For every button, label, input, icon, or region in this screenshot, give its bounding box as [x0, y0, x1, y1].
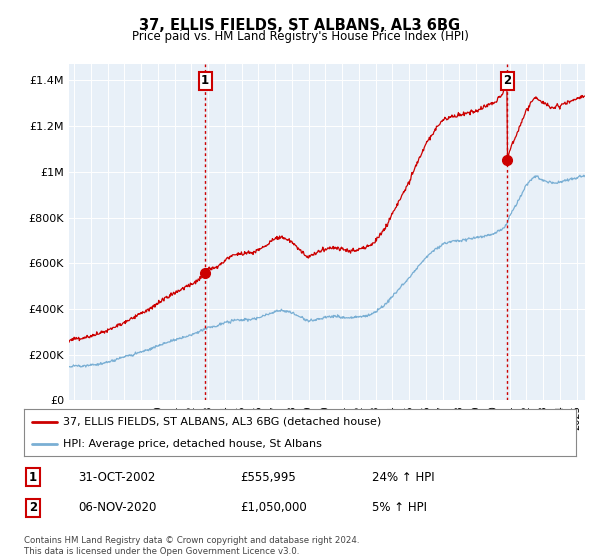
Text: 2: 2	[503, 74, 511, 87]
Text: 31-OCT-2002: 31-OCT-2002	[78, 470, 155, 484]
Text: £555,995: £555,995	[240, 470, 296, 484]
Text: Price paid vs. HM Land Registry's House Price Index (HPI): Price paid vs. HM Land Registry's House …	[131, 30, 469, 43]
Text: 1: 1	[201, 74, 209, 87]
Text: 37, ELLIS FIELDS, ST ALBANS, AL3 6BG (detached house): 37, ELLIS FIELDS, ST ALBANS, AL3 6BG (de…	[62, 417, 381, 427]
Text: £1,050,000: £1,050,000	[240, 501, 307, 515]
Text: 06-NOV-2020: 06-NOV-2020	[78, 501, 157, 515]
Text: 37, ELLIS FIELDS, ST ALBANS, AL3 6BG: 37, ELLIS FIELDS, ST ALBANS, AL3 6BG	[139, 18, 461, 33]
Text: 24% ↑ HPI: 24% ↑ HPI	[372, 470, 434, 484]
Text: Contains HM Land Registry data © Crown copyright and database right 2024.
This d: Contains HM Land Registry data © Crown c…	[24, 536, 359, 556]
Text: 2: 2	[29, 501, 37, 515]
Text: HPI: Average price, detached house, St Albans: HPI: Average price, detached house, St A…	[62, 438, 322, 449]
Text: 5% ↑ HPI: 5% ↑ HPI	[372, 501, 427, 515]
Text: 1: 1	[29, 470, 37, 484]
